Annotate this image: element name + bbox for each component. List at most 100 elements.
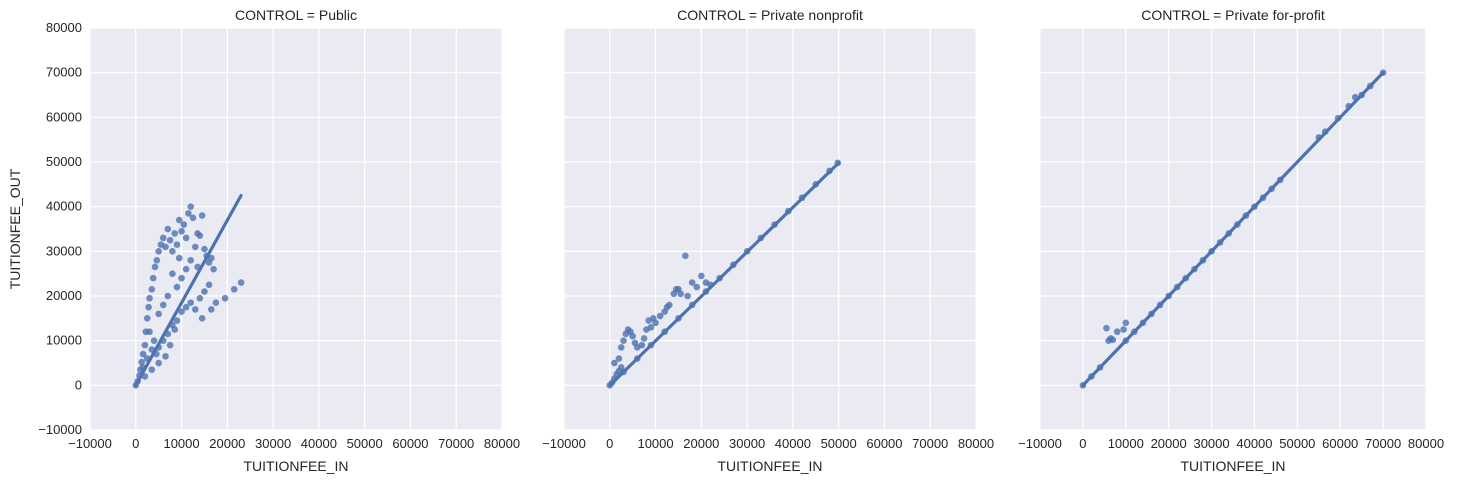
x-tick-label: 80000 [958, 436, 994, 451]
scatter-point [640, 335, 648, 342]
scatter-point [143, 315, 151, 322]
y-tick-label: 50000 [46, 154, 82, 169]
scatter-point [166, 341, 174, 349]
tick-labels: −10000−10000 0 0 10000 10000 20000 20000 30000 3… [38, 20, 520, 451]
x-tick-label: 40000 [301, 436, 337, 451]
scatter-point [730, 261, 737, 269]
data-layer [132, 193, 245, 389]
x-tick-label: 10000 [637, 436, 673, 451]
scatter-point [153, 256, 161, 264]
scatter-point [178, 274, 185, 282]
x-tick-label: 20000 [209, 436, 245, 451]
scatter-point [633, 355, 641, 362]
scatter-point [159, 301, 167, 309]
scatter-point [162, 353, 169, 360]
y-tick-label: 70000 [46, 65, 82, 80]
x-tick-label: 50000 [347, 436, 383, 451]
scatter-point [1103, 324, 1110, 332]
scatter-point [169, 248, 176, 255]
scatter-point [638, 341, 646, 349]
scatter-point [629, 332, 636, 340]
scatter-point [146, 294, 153, 302]
data-layer [1079, 69, 1387, 389]
scatter-point [141, 341, 149, 349]
x-tick-label: 70000 [1365, 436, 1401, 451]
x-tick-label: 30000 [255, 436, 291, 451]
scatter-point [187, 203, 195, 210]
x-axis-label: TUITIONFEE_IN [717, 458, 822, 474]
scatter-point [230, 286, 238, 293]
scatter-point [182, 234, 190, 242]
scatter-point [221, 294, 229, 302]
x-tick-label: 40000 [1236, 436, 1272, 451]
scatter-point [785, 207, 792, 215]
x-tick-label: 20000 [1151, 436, 1187, 451]
x-axis-label: TUITIONFEE_IN [1180, 458, 1285, 474]
scatter-point [1131, 328, 1138, 336]
panel-public: −10000−10000 0 0 10000 10000 20000 20000 30000 3… [7, 7, 520, 474]
panel-private-for-profit: −10000 0 10000 20000 30000 40000 50000 60000 700… [1018, 7, 1444, 474]
x-tick-label: 60000 [866, 436, 902, 451]
x-tick-label: 0 [132, 436, 139, 451]
scatter-point [684, 292, 691, 300]
scatter-point [171, 230, 178, 237]
x-tick-label: 10000 [1108, 436, 1144, 451]
scatter-point [693, 283, 701, 291]
x-tick-label: 10000 [163, 436, 199, 451]
scatter-point [191, 306, 199, 313]
scatter-point [212, 299, 220, 307]
scatter-point [682, 252, 689, 260]
scatter-point [151, 263, 159, 271]
x-tick-label: 80000 [1408, 436, 1444, 451]
scatter-point [196, 232, 204, 239]
y-tick-label: 0 [75, 377, 82, 392]
scatter-point [164, 225, 172, 233]
scatter-point [757, 234, 765, 242]
scatter-point [159, 337, 167, 344]
scatter-point [620, 368, 627, 376]
scatter-point [1139, 319, 1147, 327]
scatter-point [182, 265, 190, 273]
x-tick-label: 50000 [1279, 436, 1315, 451]
scatter-point [1345, 102, 1353, 110]
scatter-point [1358, 91, 1365, 99]
scatter-point [185, 210, 192, 217]
scatter-point [661, 328, 669, 336]
scatter-point [173, 283, 181, 291]
scatter-point [617, 344, 625, 351]
x-tick-label: 30000 [1193, 436, 1229, 451]
scatter-point [164, 330, 172, 338]
x-tick-label: 60000 [392, 436, 428, 451]
scatter-point [148, 346, 156, 353]
scatter-point [138, 358, 146, 366]
scatter-point [1334, 114, 1342, 122]
x-tick-label: 0 [606, 436, 613, 451]
scatter-point [1276, 176, 1284, 184]
scatter-point [145, 303, 152, 311]
scatter-point [148, 366, 156, 374]
scatter-point [182, 303, 190, 311]
scatter-point [187, 299, 195, 307]
scatter-point [1208, 248, 1215, 255]
y-axis-label: TUITIONFEE_OUT [7, 168, 23, 289]
scatter-point [191, 243, 199, 251]
grid [1039, 27, 1427, 431]
panel-title: CONTROL = Private nonprofit [677, 7, 863, 23]
scatter-point [1225, 230, 1233, 237]
x-tick-label: 70000 [912, 436, 948, 451]
scatter-point [134, 378, 141, 385]
x-tick-label: 30000 [729, 436, 765, 451]
y-tick-label: 80000 [46, 20, 82, 35]
scatter-point [180, 221, 188, 228]
scatter-point [647, 341, 655, 349]
x-tick-label: −10000 [542, 436, 586, 451]
scatter-point [1251, 203, 1258, 210]
scatter-point [187, 256, 195, 264]
scatter-point [237, 279, 245, 286]
x-tick-label: −10000 [68, 436, 112, 451]
tick-labels: −10000 0 10000 20000 30000 40000 50000 60000 700… [1018, 436, 1444, 451]
scatter-point [834, 159, 842, 167]
scatter-point [615, 355, 623, 362]
scatter-point [155, 344, 162, 351]
